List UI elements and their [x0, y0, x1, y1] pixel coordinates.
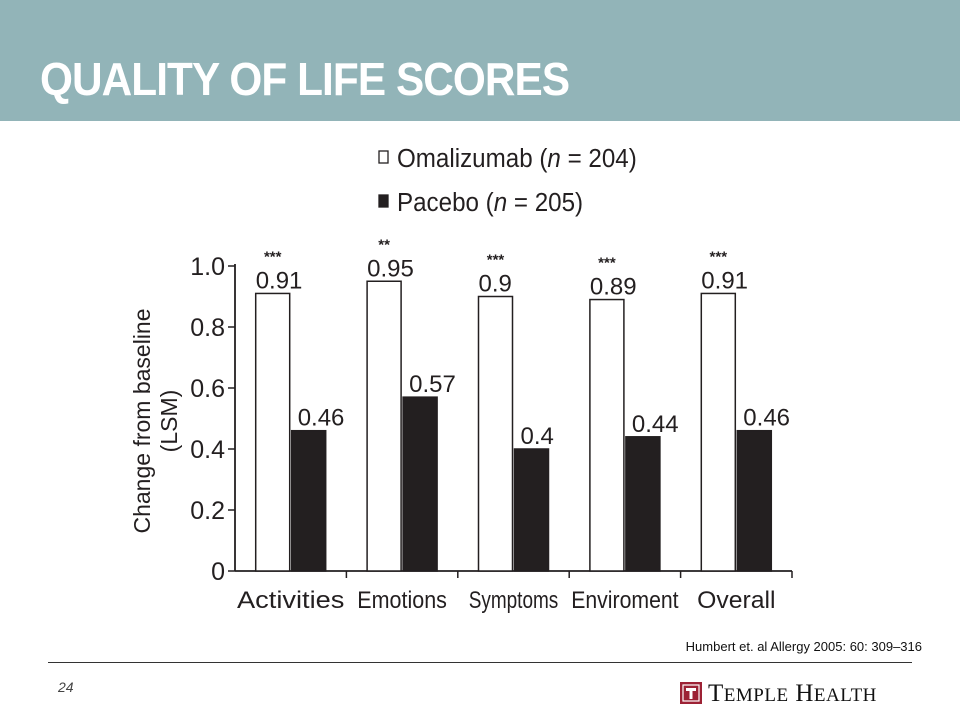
- logo-text: TEMPLE HEALTH: [708, 679, 877, 707]
- significance-marker: ***: [710, 248, 728, 265]
- bar-2-emotions: [402, 396, 438, 572]
- footer-divider: [48, 662, 912, 663]
- slide-title: QUALITY OF LIFE SCORES: [40, 53, 570, 105]
- data-label: 0.91: [256, 267, 303, 294]
- y-tick-label: 1.0: [190, 253, 225, 281]
- x-tick-label: Overall: [697, 587, 775, 614]
- data-label: 0.44: [632, 411, 679, 438]
- legend-label-2: Pacebo (n = 205): [397, 188, 583, 217]
- title-bar: [0, 0, 960, 121]
- bar-2-enviroment: [625, 436, 661, 572]
- bar-1-enviroment: [589, 298, 625, 572]
- data-label: 0.46: [298, 405, 345, 432]
- significance-marker: ***: [598, 255, 616, 272]
- y-tick-label: 0.8: [190, 314, 225, 342]
- data-label: 0.4: [521, 423, 554, 450]
- legend-swatch-1: [378, 150, 389, 164]
- bar-2-activities: [290, 429, 327, 572]
- significance-marker: **: [378, 236, 390, 253]
- y-tick-label: 0: [211, 558, 225, 586]
- page-number: 24: [58, 679, 74, 695]
- legend-swatch-2: [378, 194, 389, 208]
- bar-1-emotions: [366, 280, 402, 572]
- x-tick-label: Enviroment: [571, 587, 679, 614]
- data-label: 0.57: [409, 371, 456, 398]
- data-label: 0.91: [701, 267, 748, 294]
- significance-marker: ***: [487, 252, 505, 269]
- temple-t-logo-icon: [680, 682, 702, 704]
- x-tick-label: Activities: [237, 587, 344, 614]
- y-tick-label: 0.4: [190, 436, 225, 464]
- citation: Humbert et. al Allergy 2005: 60: 309–316: [685, 639, 922, 654]
- y-axis-title-line-2: (LSM): [156, 390, 182, 453]
- bar-2-symptoms: [513, 448, 550, 572]
- significance-marker: ***: [264, 248, 282, 265]
- y-axis-title-line-1: Change from baseline: [129, 308, 155, 533]
- data-label: 0.46: [743, 405, 790, 432]
- temple-health-logo: TEMPLE HEALTH: [680, 680, 877, 706]
- x-tick-label: Emotions: [357, 587, 447, 614]
- x-tick-label: Symptoms: [469, 587, 559, 614]
- bar-1-overall: [700, 292, 737, 572]
- data-label: 0.89: [590, 274, 637, 301]
- legend-label-1: Omalizumab (n = 204): [397, 144, 637, 173]
- data-label: 0.9: [479, 271, 512, 298]
- bar-2-overall: [736, 429, 773, 572]
- y-tick-label: 0.6: [190, 375, 225, 403]
- data-label: 0.95: [367, 255, 414, 282]
- quality-of-life-chart: Omalizumab (n = 204) Pacebo (n = 205) Chan…: [129, 144, 793, 614]
- y-tick-label: 0.2: [190, 497, 225, 525]
- bar-1-activities: [254, 292, 291, 572]
- bar-1-symptoms: [477, 295, 514, 572]
